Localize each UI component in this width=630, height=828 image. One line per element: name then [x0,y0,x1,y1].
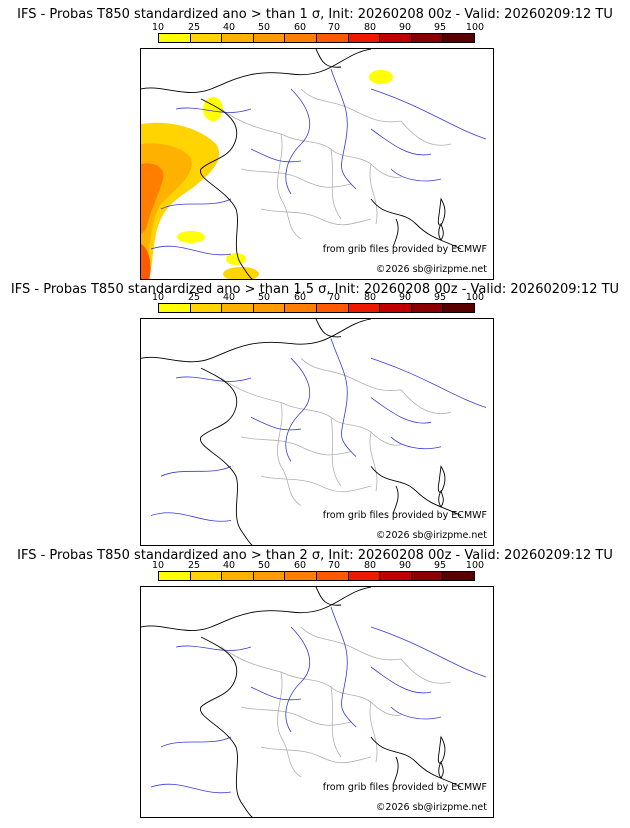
scale-tick-label: 50 [257,560,271,571]
anomaly-area-atlantic-peak [141,163,164,234]
scale-color-cell [159,34,191,42]
scale-tick-label: 40 [222,560,236,571]
scale-tick-label: 40 [222,22,236,33]
panel-title: IFS - Probas T850 standardized ano > tha… [17,7,613,22]
map-frame: from grib files provided by ECMWF ©2026 s… [140,318,494,546]
scale-color-cell [285,304,317,312]
color-scale-labels: 10 25 40 50 60 70 80 90 95 100 [0,292,630,303]
scale-tick-label: 70 [327,292,341,303]
panel-title: IFS - Probas T850 standardized ano > tha… [10,282,620,297]
scale-tick-label: 95 [433,292,447,303]
copyright-credit: ©2026 sb@irizpme.net [375,802,487,813]
scale-tick-label: 80 [363,22,377,33]
scale-tick-label: 40 [222,292,236,303]
scale-tick-label: 25 [187,560,201,571]
admin-borders [220,626,452,778]
copyright-credit: ©2026 sb@irizpme.net [375,530,487,541]
scale-color-cell [253,34,286,42]
scale-color-cell [159,304,191,312]
scale-tick-label: 60 [293,560,307,571]
scale-color-cell [411,572,444,580]
source-credit: from grib files provided by ECMWF [322,782,487,793]
scale-color-cell [222,572,254,580]
rivers [150,606,487,794]
coastline-med [315,587,462,788]
scale-tick-label: 25 [187,22,201,33]
scale-color-cell [380,34,412,42]
rivers [150,68,487,256]
scale-tick-label: 100 [465,292,485,303]
scale-color-cell [348,34,381,42]
scale-color-cell [253,304,286,312]
color-scale-labels: 10 25 40 50 60 70 80 90 95 100 [0,22,630,33]
scale-color-cell [316,304,349,312]
coastline [141,319,372,545]
scale-color-cell [285,572,317,580]
scale-color-cell [411,34,444,42]
scale-color-cell [443,572,474,580]
scale-color-cell [443,304,474,312]
panel-title: IFS - Probas T850 standardized ano > tha… [17,548,613,563]
scale-tick-label: 10 [151,292,165,303]
scale-tick-label: 10 [151,560,165,571]
scale-tick-label: 60 [293,292,307,303]
scale-color-cell [380,304,412,312]
scale-color-cell [222,304,254,312]
scale-color-cell [316,34,349,42]
coastline [141,49,372,279]
color-scale-bar [158,571,475,581]
rivers [150,338,487,522]
anomaly-area-north [369,70,393,84]
color-scale-bar [158,33,475,43]
color-scale-bar [158,303,475,313]
map-frame: from grib files provided by ECMWF ©2026 s… [140,586,494,818]
map-panel-1-5sigma: IFS - Probas T850 standardized ano > tha… [0,276,630,548]
admin-borders [220,88,452,240]
scale-tick-label: 50 [257,22,271,33]
scale-tick-label: 25 [187,292,201,303]
source-credit: from grib files provided by ECMWF [322,510,487,521]
scale-tick-label: 70 [327,560,341,571]
scale-color-cell [348,304,381,312]
scale-color-cell [253,572,286,580]
coastline [141,587,372,817]
map-panel-1sigma: IFS - Probas T850 standardized ano > tha… [0,0,630,280]
source-credit: from grib files provided by ECMWF [322,244,487,255]
scale-color-cell [190,34,223,42]
scale-tick-label: 95 [433,560,447,571]
scale-tick-label: 80 [363,292,377,303]
anomaly-area-coast [223,267,259,279]
scale-tick-label: 90 [398,292,412,303]
map-frame: from grib files provided by ECMWF ©2026 s… [140,48,494,280]
coastline-med [315,49,462,250]
scale-color-cell [222,34,254,42]
scale-color-cell [380,572,412,580]
scale-tick-label: 60 [293,22,307,33]
scale-color-cell [159,572,191,580]
anomaly-area-south [226,253,246,265]
coastline-med [315,319,462,516]
scale-tick-label: 90 [398,560,412,571]
scale-color-cell [190,572,223,580]
scale-tick-label: 50 [257,292,271,303]
scale-color-cell [190,304,223,312]
scale-tick-label: 80 [363,560,377,571]
scale-tick-label: 100 [465,560,485,571]
copyright-credit: ©2026 sb@irizpme.net [375,264,487,275]
scale-color-cell [411,304,444,312]
scale-color-cell [285,34,317,42]
scale-color-cell [316,572,349,580]
color-scale-labels: 10 25 40 50 60 70 80 90 95 100 [0,560,630,571]
scale-color-cell [443,34,474,42]
scale-tick-label: 100 [465,22,485,33]
scale-tick-label: 70 [327,22,341,33]
anomaly-area-south [177,231,205,243]
anomaly-area-atlantic-peak [141,244,151,279]
scale-color-cell [348,572,381,580]
scale-tick-label: 95 [433,22,447,33]
map-panel-2sigma: IFS - Probas T850 standardized ano > tha… [0,548,630,828]
admin-borders [220,358,452,507]
scale-tick-label: 90 [398,22,412,33]
scale-tick-label: 10 [151,22,165,33]
